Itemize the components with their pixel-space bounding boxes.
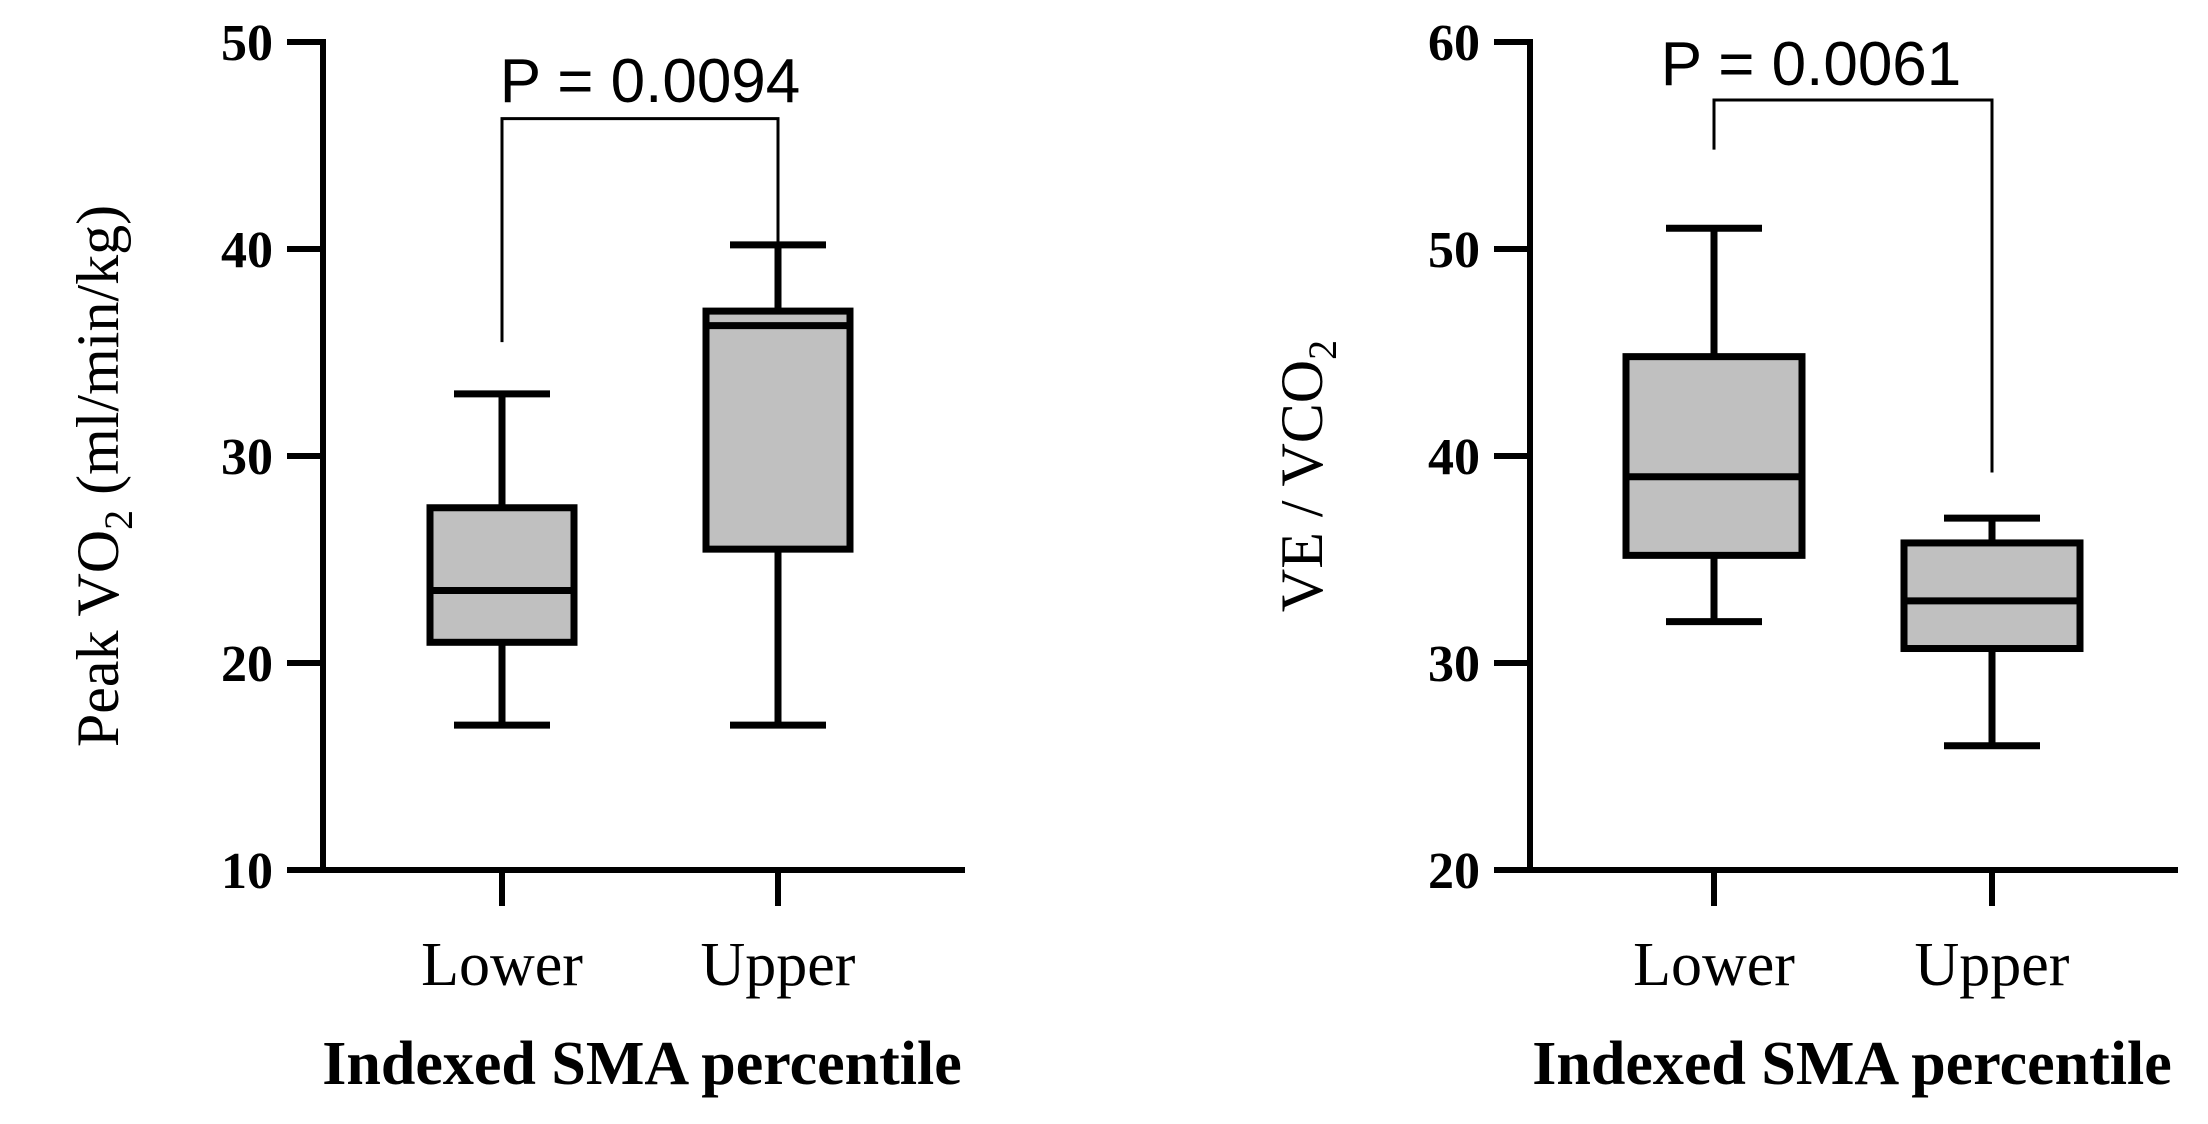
y-axis-title-main: Peak VO	[65, 530, 131, 747]
y-tick-label: 50	[221, 15, 273, 72]
y-tick-label: 30	[221, 429, 273, 486]
iqr-box	[1622, 353, 1806, 559]
y-axis-title-main: VE / VCO	[1269, 360, 1335, 612]
x-category-label: Lower	[421, 931, 583, 999]
p-value-label: P = 0.0061	[1661, 30, 1962, 99]
y-tick-label: 30	[1428, 636, 1480, 693]
x-axis-title: Indexed SMA percentile	[322, 1030, 962, 1098]
x-axis-title: Indexed SMA percentile	[1532, 1030, 2172, 1098]
x-category-label: Lower	[1633, 931, 1795, 999]
y-axis-title-subscript: 2	[96, 510, 141, 530]
box-upper	[702, 241, 854, 729]
iqr-box	[702, 307, 854, 553]
box-lower	[1622, 224, 1806, 626]
y-axis-title: VE / VCO2	[1269, 340, 1345, 612]
significance-bracket	[500, 117, 780, 343]
y-tick-label: 40	[1428, 429, 1480, 486]
box-lower	[426, 390, 578, 729]
iqr-box	[426, 504, 578, 646]
y-tick-label: 10	[221, 843, 273, 900]
left-boxplot-panel: 10 20 30 40 50 Lower Upper P = 0.0094 Indexed SM…	[65, 15, 965, 1098]
y-axis-title-unit: (ml/min/kg)	[65, 205, 131, 510]
box-upper	[1900, 514, 2084, 750]
y-axis-title: Peak VO2 (ml/min/kg)	[65, 205, 141, 747]
p-value-label: P = 0.0094	[500, 47, 801, 116]
y-tick-label: 20	[1428, 843, 1480, 900]
iqr-box	[1900, 539, 2084, 653]
y-axis-title-subscript: 2	[1300, 340, 1345, 360]
y-tick-label: 40	[221, 222, 273, 279]
y-tick-label: 50	[1428, 222, 1480, 279]
x-category-label: Upper	[701, 931, 856, 999]
significance-bracket	[1712, 98, 1994, 473]
x-category-label: Upper	[1915, 931, 2070, 999]
y-tick-label: 60	[1428, 15, 1480, 72]
right-boxplot-panel: 20 30 40 50 60 Lower Upper P = 0.0061 Indexed SM…	[1269, 15, 2178, 1098]
y-tick-label: 20	[221, 636, 273, 693]
